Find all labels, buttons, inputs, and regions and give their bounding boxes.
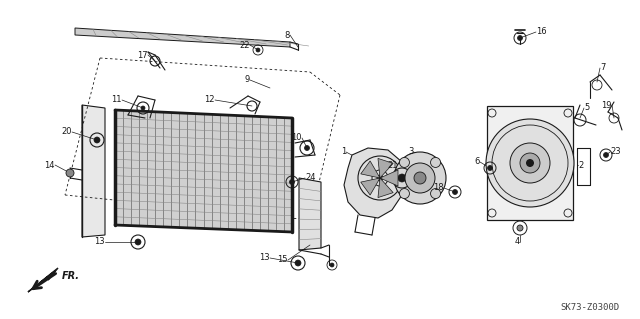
Polygon shape [380, 170, 398, 186]
Circle shape [604, 152, 609, 158]
Polygon shape [378, 159, 393, 178]
Text: 4: 4 [515, 238, 520, 247]
Circle shape [394, 152, 446, 204]
Circle shape [488, 166, 493, 170]
Text: 23: 23 [610, 147, 621, 157]
Polygon shape [344, 148, 406, 218]
Text: 9: 9 [244, 76, 250, 85]
Polygon shape [115, 110, 292, 232]
Polygon shape [28, 268, 58, 292]
Circle shape [289, 180, 294, 184]
Circle shape [399, 158, 410, 167]
Text: 3: 3 [408, 147, 414, 157]
Circle shape [295, 260, 301, 266]
Text: SK73-Z0300D: SK73-Z0300D [560, 303, 619, 313]
Text: 14: 14 [45, 160, 55, 169]
Circle shape [510, 143, 550, 183]
Text: 13: 13 [259, 254, 270, 263]
Circle shape [66, 169, 74, 177]
Circle shape [486, 119, 574, 207]
Text: 1: 1 [340, 147, 346, 157]
Circle shape [256, 48, 260, 52]
Circle shape [305, 145, 310, 151]
Circle shape [377, 175, 383, 181]
Text: 22: 22 [239, 41, 250, 49]
Circle shape [526, 159, 534, 167]
Polygon shape [82, 105, 105, 237]
Polygon shape [361, 161, 380, 178]
Text: 20: 20 [61, 128, 72, 137]
Text: FR.: FR. [62, 271, 80, 281]
Circle shape [452, 189, 458, 195]
Circle shape [520, 153, 540, 173]
Circle shape [94, 137, 100, 143]
Text: 8: 8 [285, 31, 290, 40]
Circle shape [431, 189, 440, 198]
Text: 10: 10 [291, 133, 302, 143]
Polygon shape [299, 178, 321, 250]
Circle shape [405, 163, 435, 193]
Polygon shape [487, 106, 573, 220]
Text: 12: 12 [205, 95, 215, 105]
Circle shape [135, 239, 141, 245]
Polygon shape [361, 178, 380, 195]
Polygon shape [378, 178, 393, 197]
Circle shape [398, 174, 406, 182]
Text: 2: 2 [578, 160, 583, 169]
Text: 5: 5 [584, 103, 589, 113]
Text: 13: 13 [94, 238, 105, 247]
Text: 16: 16 [536, 27, 547, 36]
Text: 24: 24 [305, 174, 316, 182]
Text: 6: 6 [475, 158, 480, 167]
Circle shape [330, 263, 334, 267]
Circle shape [517, 225, 523, 231]
Text: 15: 15 [278, 256, 288, 264]
Text: 18: 18 [433, 183, 444, 192]
Text: 7: 7 [600, 63, 605, 72]
Circle shape [518, 35, 522, 41]
Circle shape [414, 172, 426, 184]
Circle shape [431, 158, 440, 167]
Text: 17: 17 [138, 50, 148, 60]
Text: 11: 11 [111, 95, 122, 105]
Text: 19: 19 [602, 100, 612, 109]
Polygon shape [75, 28, 290, 47]
Circle shape [141, 106, 145, 110]
Circle shape [399, 189, 410, 198]
Text: 21: 21 [387, 160, 398, 169]
